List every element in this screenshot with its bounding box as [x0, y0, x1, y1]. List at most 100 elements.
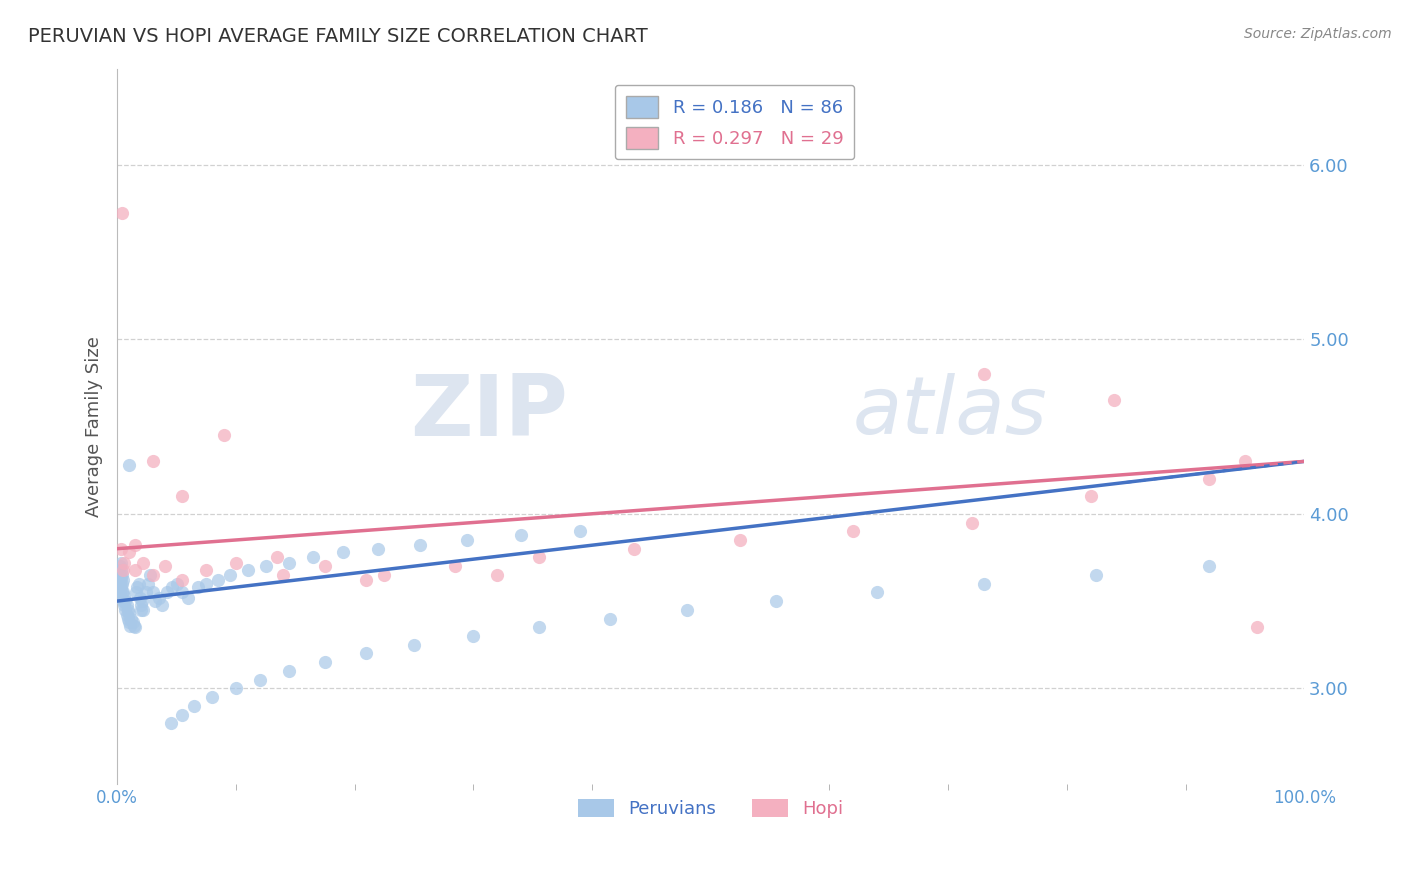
Point	[112, 573, 135, 587]
Text: Source: ZipAtlas.com: Source: ZipAtlas.com	[1244, 27, 1392, 41]
Point	[402, 638, 425, 652]
Point	[118, 607, 141, 621]
Point	[115, 598, 138, 612]
Point	[314, 655, 336, 669]
Point	[172, 573, 194, 587]
Point	[266, 550, 288, 565]
Point	[866, 585, 889, 599]
Point	[112, 598, 135, 612]
Point	[124, 538, 146, 552]
Text: PERUVIAN VS HOPI AVERAGE FAMILY SIZE CORRELATION CHART: PERUVIAN VS HOPI AVERAGE FAMILY SIZE COR…	[28, 27, 648, 45]
Point	[108, 559, 131, 574]
Point	[131, 594, 153, 608]
Point	[132, 556, 155, 570]
Point	[112, 556, 135, 570]
Point	[569, 524, 592, 539]
Point	[444, 559, 467, 574]
Legend: Peruvians, Hopi: Peruvians, Hopi	[571, 792, 851, 825]
Point	[599, 611, 621, 625]
Point	[117, 611, 139, 625]
Point	[118, 615, 141, 629]
Point	[730, 533, 752, 547]
Point	[356, 573, 378, 587]
Point	[973, 576, 995, 591]
Point	[132, 603, 155, 617]
Point	[1198, 472, 1220, 486]
Point	[107, 580, 129, 594]
Point	[254, 559, 277, 574]
Point	[527, 550, 550, 565]
Point	[159, 716, 181, 731]
Point	[463, 629, 485, 643]
Point	[166, 576, 188, 591]
Point	[172, 489, 194, 503]
Point	[225, 556, 247, 570]
Point	[118, 545, 141, 559]
Point	[142, 585, 165, 599]
Point	[1104, 393, 1126, 408]
Point	[129, 598, 152, 612]
Point	[114, 594, 136, 608]
Point	[111, 206, 134, 220]
Point	[367, 541, 389, 556]
Point	[139, 568, 162, 582]
Point	[486, 568, 509, 582]
Point	[195, 563, 218, 577]
Point	[225, 681, 247, 696]
Point	[112, 594, 135, 608]
Point	[108, 576, 131, 591]
Point	[142, 568, 165, 582]
Point	[124, 563, 146, 577]
Point	[120, 618, 142, 632]
Point	[219, 568, 242, 582]
Point	[236, 563, 259, 577]
Point	[1085, 568, 1108, 582]
Point	[112, 585, 135, 599]
Point	[125, 585, 148, 599]
Point	[509, 527, 531, 541]
Point	[110, 563, 132, 577]
Point	[135, 585, 157, 599]
Point	[128, 591, 150, 605]
Point	[110, 580, 132, 594]
Point	[249, 673, 271, 687]
Point	[111, 585, 134, 599]
Point	[111, 576, 134, 591]
Point	[108, 568, 131, 582]
Point	[973, 367, 995, 381]
Point	[527, 620, 550, 634]
Point	[765, 594, 787, 608]
Point	[107, 573, 129, 587]
Point	[1246, 620, 1268, 634]
Point	[120, 611, 142, 625]
Point	[108, 585, 131, 599]
Point	[112, 563, 135, 577]
Point	[314, 559, 336, 574]
Point	[356, 647, 378, 661]
Point	[115, 608, 138, 623]
Point	[148, 591, 170, 605]
Point	[129, 603, 152, 617]
Point	[111, 568, 134, 582]
Point	[201, 690, 224, 705]
Point	[676, 603, 699, 617]
Point	[118, 458, 141, 472]
Point	[142, 454, 165, 468]
Point	[110, 541, 132, 556]
Point	[160, 580, 183, 594]
Point	[207, 573, 229, 587]
Point	[112, 589, 135, 603]
Point	[172, 707, 194, 722]
Point	[150, 598, 173, 612]
Y-axis label: Average Family Size: Average Family Size	[86, 336, 103, 516]
Point	[278, 556, 301, 570]
Point	[124, 620, 146, 634]
Point	[122, 618, 145, 632]
Point	[136, 576, 159, 591]
Point	[153, 559, 176, 574]
Point	[127, 580, 149, 594]
Point	[623, 541, 645, 556]
Point	[110, 591, 132, 605]
Point	[212, 428, 235, 442]
Text: ZIP: ZIP	[411, 371, 568, 454]
